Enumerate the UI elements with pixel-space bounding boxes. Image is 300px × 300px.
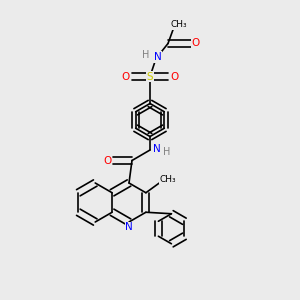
Text: S: S (147, 71, 153, 82)
Text: CH₃: CH₃ (160, 175, 176, 184)
Text: H: H (163, 147, 170, 158)
Text: N: N (154, 52, 161, 62)
Text: O: O (121, 71, 130, 82)
Text: CH₃: CH₃ (170, 20, 187, 29)
Text: O: O (192, 38, 200, 49)
Text: O: O (170, 71, 179, 82)
Text: O: O (103, 155, 111, 166)
Text: H: H (142, 50, 149, 61)
Text: N: N (153, 143, 160, 154)
Text: N: N (125, 222, 133, 233)
